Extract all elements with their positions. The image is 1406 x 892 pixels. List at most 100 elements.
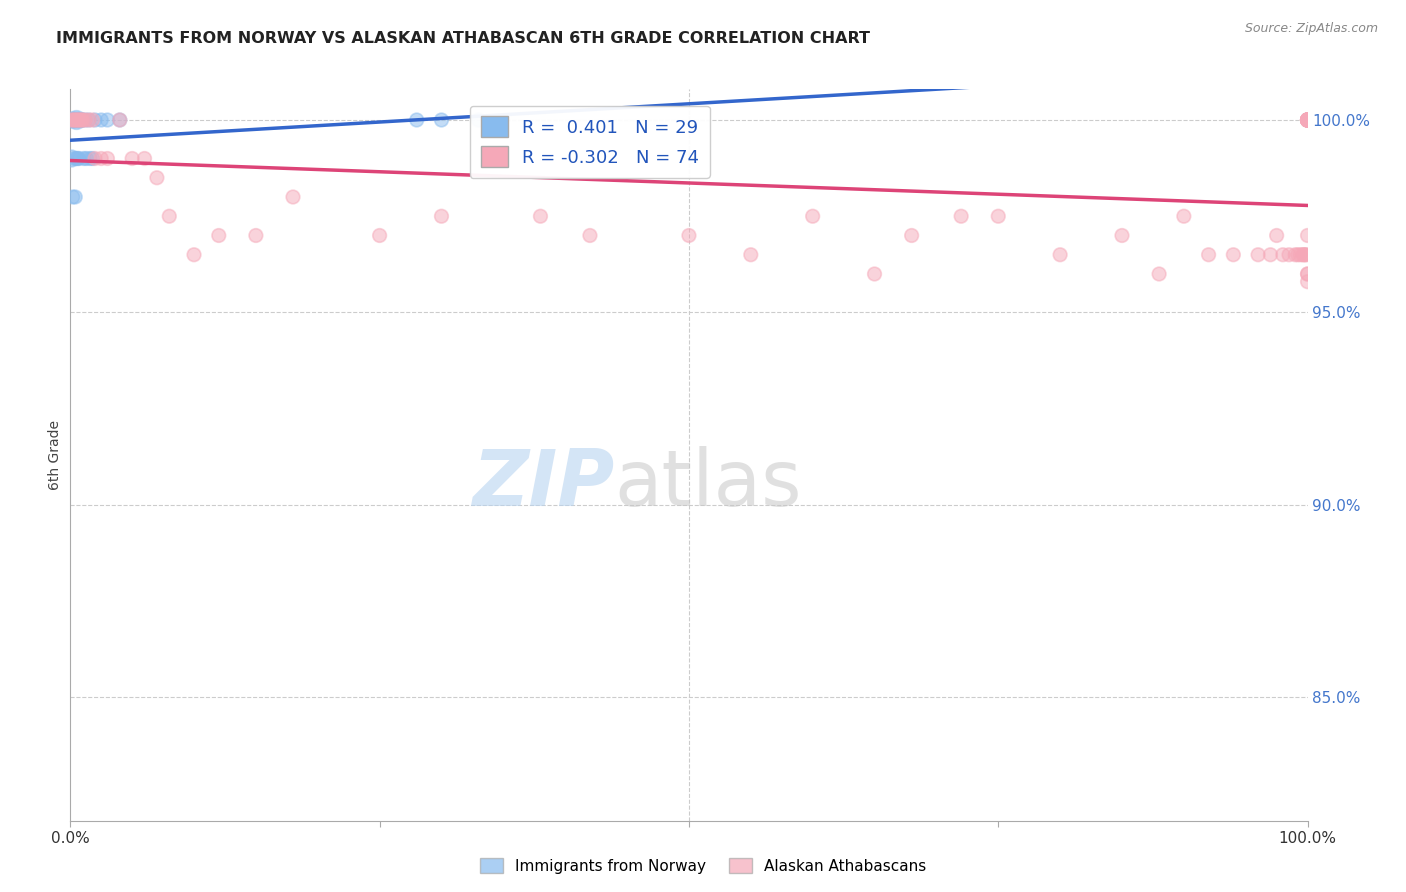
Point xyxy=(66,113,89,128)
Point xyxy=(467,113,489,128)
Point xyxy=(1286,248,1309,262)
Text: IMMIGRANTS FROM NORWAY VS ALASKAN ATHABASCAN 6TH GRADE CORRELATION CHART: IMMIGRANTS FROM NORWAY VS ALASKAN ATHABA… xyxy=(56,31,870,46)
Point xyxy=(208,228,231,243)
Point xyxy=(65,190,87,204)
Point xyxy=(1260,248,1282,262)
Point xyxy=(82,152,104,166)
Point xyxy=(245,228,267,243)
Legend: R =  0.401   N = 29, R = -0.302   N = 74: R = 0.401 N = 29, R = -0.302 N = 74 xyxy=(470,105,710,178)
Point xyxy=(72,113,94,128)
Text: ZIP: ZIP xyxy=(472,446,614,522)
Point xyxy=(75,113,97,128)
Point xyxy=(183,248,205,262)
Point xyxy=(67,113,90,128)
Point xyxy=(405,113,427,128)
Point xyxy=(82,113,104,128)
Point xyxy=(67,152,90,166)
Point xyxy=(63,152,86,166)
Point xyxy=(1147,267,1170,281)
Point xyxy=(66,113,89,128)
Point xyxy=(900,228,922,243)
Point xyxy=(66,152,89,166)
Point xyxy=(1296,113,1319,128)
Point xyxy=(1296,113,1319,128)
Point xyxy=(79,152,101,166)
Point xyxy=(90,152,112,166)
Point xyxy=(65,113,87,128)
Point xyxy=(529,209,551,223)
Point xyxy=(1296,275,1319,289)
Point xyxy=(70,113,93,128)
Point xyxy=(134,152,156,166)
Point xyxy=(60,113,83,128)
Point xyxy=(1296,113,1319,128)
Point xyxy=(430,209,453,223)
Point xyxy=(1296,113,1319,128)
Point xyxy=(1296,113,1319,128)
Point xyxy=(1271,248,1294,262)
Point xyxy=(75,113,97,128)
Point xyxy=(579,228,602,243)
Point xyxy=(1296,228,1319,243)
Point xyxy=(62,113,84,128)
Point xyxy=(740,248,762,262)
Point xyxy=(1222,248,1244,262)
Point xyxy=(1296,113,1319,128)
Point xyxy=(1296,267,1319,281)
Text: Source: ZipAtlas.com: Source: ZipAtlas.com xyxy=(1244,22,1378,36)
Point xyxy=(90,113,112,128)
Point xyxy=(69,113,91,128)
Y-axis label: 6th Grade: 6th Grade xyxy=(48,420,62,490)
Point xyxy=(84,113,107,128)
Point xyxy=(801,209,824,223)
Point xyxy=(62,113,84,128)
Point xyxy=(121,152,143,166)
Point xyxy=(1295,248,1317,262)
Point xyxy=(1296,113,1319,128)
Point xyxy=(1265,228,1288,243)
Point xyxy=(1111,228,1133,243)
Point xyxy=(1291,248,1313,262)
Point xyxy=(1296,267,1319,281)
Point xyxy=(157,209,180,223)
Point xyxy=(75,152,97,166)
Point xyxy=(63,113,86,128)
Point xyxy=(96,113,118,128)
Point xyxy=(73,152,96,166)
Point xyxy=(1296,113,1319,128)
Point xyxy=(108,113,131,128)
Point xyxy=(1292,248,1315,262)
Point xyxy=(1296,113,1319,128)
Point xyxy=(65,113,87,128)
Point xyxy=(108,113,131,128)
Point xyxy=(1198,248,1220,262)
Point xyxy=(1296,113,1319,128)
Point xyxy=(65,113,87,128)
Point xyxy=(70,113,93,128)
Point xyxy=(678,228,700,243)
Point xyxy=(72,113,94,128)
Point xyxy=(65,113,87,128)
Point xyxy=(1296,113,1319,128)
Text: atlas: atlas xyxy=(614,446,803,522)
Point xyxy=(65,152,87,166)
Point xyxy=(987,209,1010,223)
Point xyxy=(69,113,91,128)
Point xyxy=(77,113,100,128)
Point xyxy=(1294,248,1316,262)
Point xyxy=(67,113,90,128)
Point xyxy=(1296,113,1319,128)
Point xyxy=(1289,248,1312,262)
Legend: Immigrants from Norway, Alaskan Athabascans: Immigrants from Norway, Alaskan Athabasc… xyxy=(474,852,932,880)
Point xyxy=(77,113,100,128)
Point xyxy=(146,170,169,185)
Point xyxy=(430,113,453,128)
Point xyxy=(863,267,886,281)
Point xyxy=(950,209,973,223)
Point xyxy=(1278,248,1301,262)
Point xyxy=(281,190,304,204)
Point xyxy=(1049,248,1071,262)
Point xyxy=(60,152,83,166)
Point xyxy=(1284,248,1306,262)
Point xyxy=(368,228,391,243)
